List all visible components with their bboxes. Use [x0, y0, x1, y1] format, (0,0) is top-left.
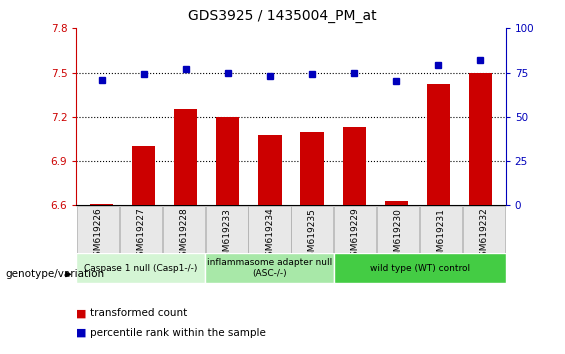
Bar — [258, 135, 281, 205]
Bar — [174, 109, 197, 205]
FancyBboxPatch shape — [205, 253, 334, 283]
Bar — [427, 84, 450, 205]
Text: GSM619235: GSM619235 — [308, 208, 317, 263]
Text: GSM619232: GSM619232 — [480, 208, 489, 262]
Text: GSM619227: GSM619227 — [136, 208, 145, 262]
Bar — [385, 201, 408, 205]
Bar — [90, 204, 113, 205]
Text: GSM619230: GSM619230 — [394, 208, 403, 263]
Text: wild type (WT) control: wild type (WT) control — [370, 264, 470, 273]
FancyBboxPatch shape — [163, 206, 205, 253]
FancyBboxPatch shape — [76, 253, 205, 283]
Text: inflammasome adapter null
(ASC-/-): inflammasome adapter null (ASC-/-) — [207, 258, 332, 278]
FancyBboxPatch shape — [249, 206, 290, 253]
Text: ■: ■ — [76, 328, 87, 338]
Text: genotype/variation: genotype/variation — [6, 269, 105, 279]
FancyBboxPatch shape — [206, 206, 247, 253]
Text: GSM619233: GSM619233 — [222, 208, 231, 263]
Text: GDS3925 / 1435004_PM_at: GDS3925 / 1435004_PM_at — [188, 9, 377, 23]
Text: transformed count: transformed count — [90, 308, 188, 318]
Text: GSM619231: GSM619231 — [437, 208, 446, 263]
FancyBboxPatch shape — [377, 206, 419, 253]
FancyBboxPatch shape — [463, 206, 505, 253]
Bar — [469, 73, 492, 205]
Bar — [216, 117, 240, 205]
FancyBboxPatch shape — [420, 206, 462, 253]
Text: Caspase 1 null (Casp1-/-): Caspase 1 null (Casp1-/-) — [84, 264, 197, 273]
Bar — [132, 146, 155, 205]
FancyBboxPatch shape — [334, 253, 506, 283]
Text: ■: ■ — [76, 308, 87, 318]
Bar — [342, 127, 366, 205]
Text: percentile rank within the sample: percentile rank within the sample — [90, 328, 266, 338]
Text: GSM619229: GSM619229 — [351, 208, 360, 262]
FancyBboxPatch shape — [292, 206, 333, 253]
FancyBboxPatch shape — [334, 206, 376, 253]
FancyBboxPatch shape — [120, 206, 162, 253]
Bar — [301, 132, 324, 205]
FancyBboxPatch shape — [77, 206, 119, 253]
Text: GSM619234: GSM619234 — [265, 208, 274, 262]
Text: GSM619228: GSM619228 — [179, 208, 188, 262]
Text: GSM619226: GSM619226 — [93, 208, 102, 262]
